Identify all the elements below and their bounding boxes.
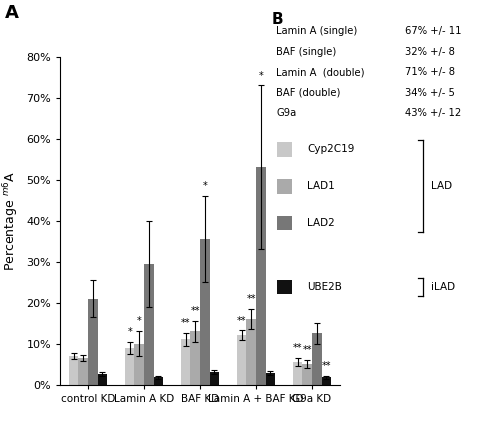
Bar bbox=[190, 331, 200, 385]
Bar bbox=[69, 356, 78, 385]
Bar bbox=[154, 377, 163, 385]
Text: *: * bbox=[258, 70, 263, 80]
Text: 32% +/- 8: 32% +/- 8 bbox=[405, 47, 455, 57]
Text: LAD2: LAD2 bbox=[308, 218, 335, 228]
Bar bbox=[237, 336, 246, 385]
Text: Lamin A (single): Lamin A (single) bbox=[276, 27, 357, 36]
Bar bbox=[277, 215, 292, 230]
Bar bbox=[88, 298, 98, 385]
Bar bbox=[125, 348, 134, 385]
Bar bbox=[277, 142, 292, 157]
Text: **: ** bbox=[322, 361, 331, 371]
Text: LAD1: LAD1 bbox=[308, 181, 335, 191]
Text: A: A bbox=[5, 4, 19, 22]
Y-axis label: Percentage $^{m6}$A: Percentage $^{m6}$A bbox=[1, 171, 20, 271]
Text: iLAD: iLAD bbox=[431, 282, 455, 292]
Text: **: ** bbox=[237, 316, 246, 326]
Text: LAD: LAD bbox=[431, 181, 452, 191]
Bar bbox=[256, 167, 266, 385]
Bar bbox=[78, 358, 88, 385]
Text: G9a: G9a bbox=[276, 108, 296, 118]
Bar bbox=[144, 264, 154, 385]
Text: B: B bbox=[272, 12, 283, 27]
Text: UBE2B: UBE2B bbox=[308, 282, 342, 292]
Text: 43% +/- 12: 43% +/- 12 bbox=[405, 108, 462, 118]
Text: 71% +/- 8: 71% +/- 8 bbox=[405, 67, 455, 77]
Bar bbox=[98, 375, 107, 385]
Bar bbox=[181, 340, 190, 385]
Text: Cyp2C19: Cyp2C19 bbox=[308, 145, 355, 154]
Bar bbox=[134, 343, 144, 385]
Text: 67% +/- 11: 67% +/- 11 bbox=[405, 27, 462, 36]
Text: **: ** bbox=[302, 345, 312, 355]
Text: **: ** bbox=[246, 294, 256, 304]
Text: *: * bbox=[137, 316, 141, 326]
Bar bbox=[200, 239, 209, 385]
Bar bbox=[302, 364, 312, 385]
Text: *: * bbox=[128, 326, 132, 336]
Text: *: * bbox=[202, 181, 207, 191]
Bar bbox=[210, 372, 219, 385]
Text: BAF (double): BAF (double) bbox=[276, 88, 340, 98]
Text: Lamin A  (double): Lamin A (double) bbox=[276, 67, 365, 77]
Text: **: ** bbox=[190, 306, 200, 316]
Text: 34% +/- 5: 34% +/- 5 bbox=[405, 88, 455, 98]
Bar bbox=[277, 280, 292, 295]
Bar bbox=[266, 373, 275, 385]
Bar bbox=[293, 362, 302, 385]
Text: **: ** bbox=[293, 343, 302, 353]
Text: BAF (single): BAF (single) bbox=[276, 47, 336, 57]
Bar bbox=[246, 319, 256, 385]
Bar bbox=[277, 179, 292, 194]
Text: **: ** bbox=[181, 319, 190, 329]
Bar bbox=[322, 377, 331, 385]
Bar bbox=[312, 333, 322, 385]
